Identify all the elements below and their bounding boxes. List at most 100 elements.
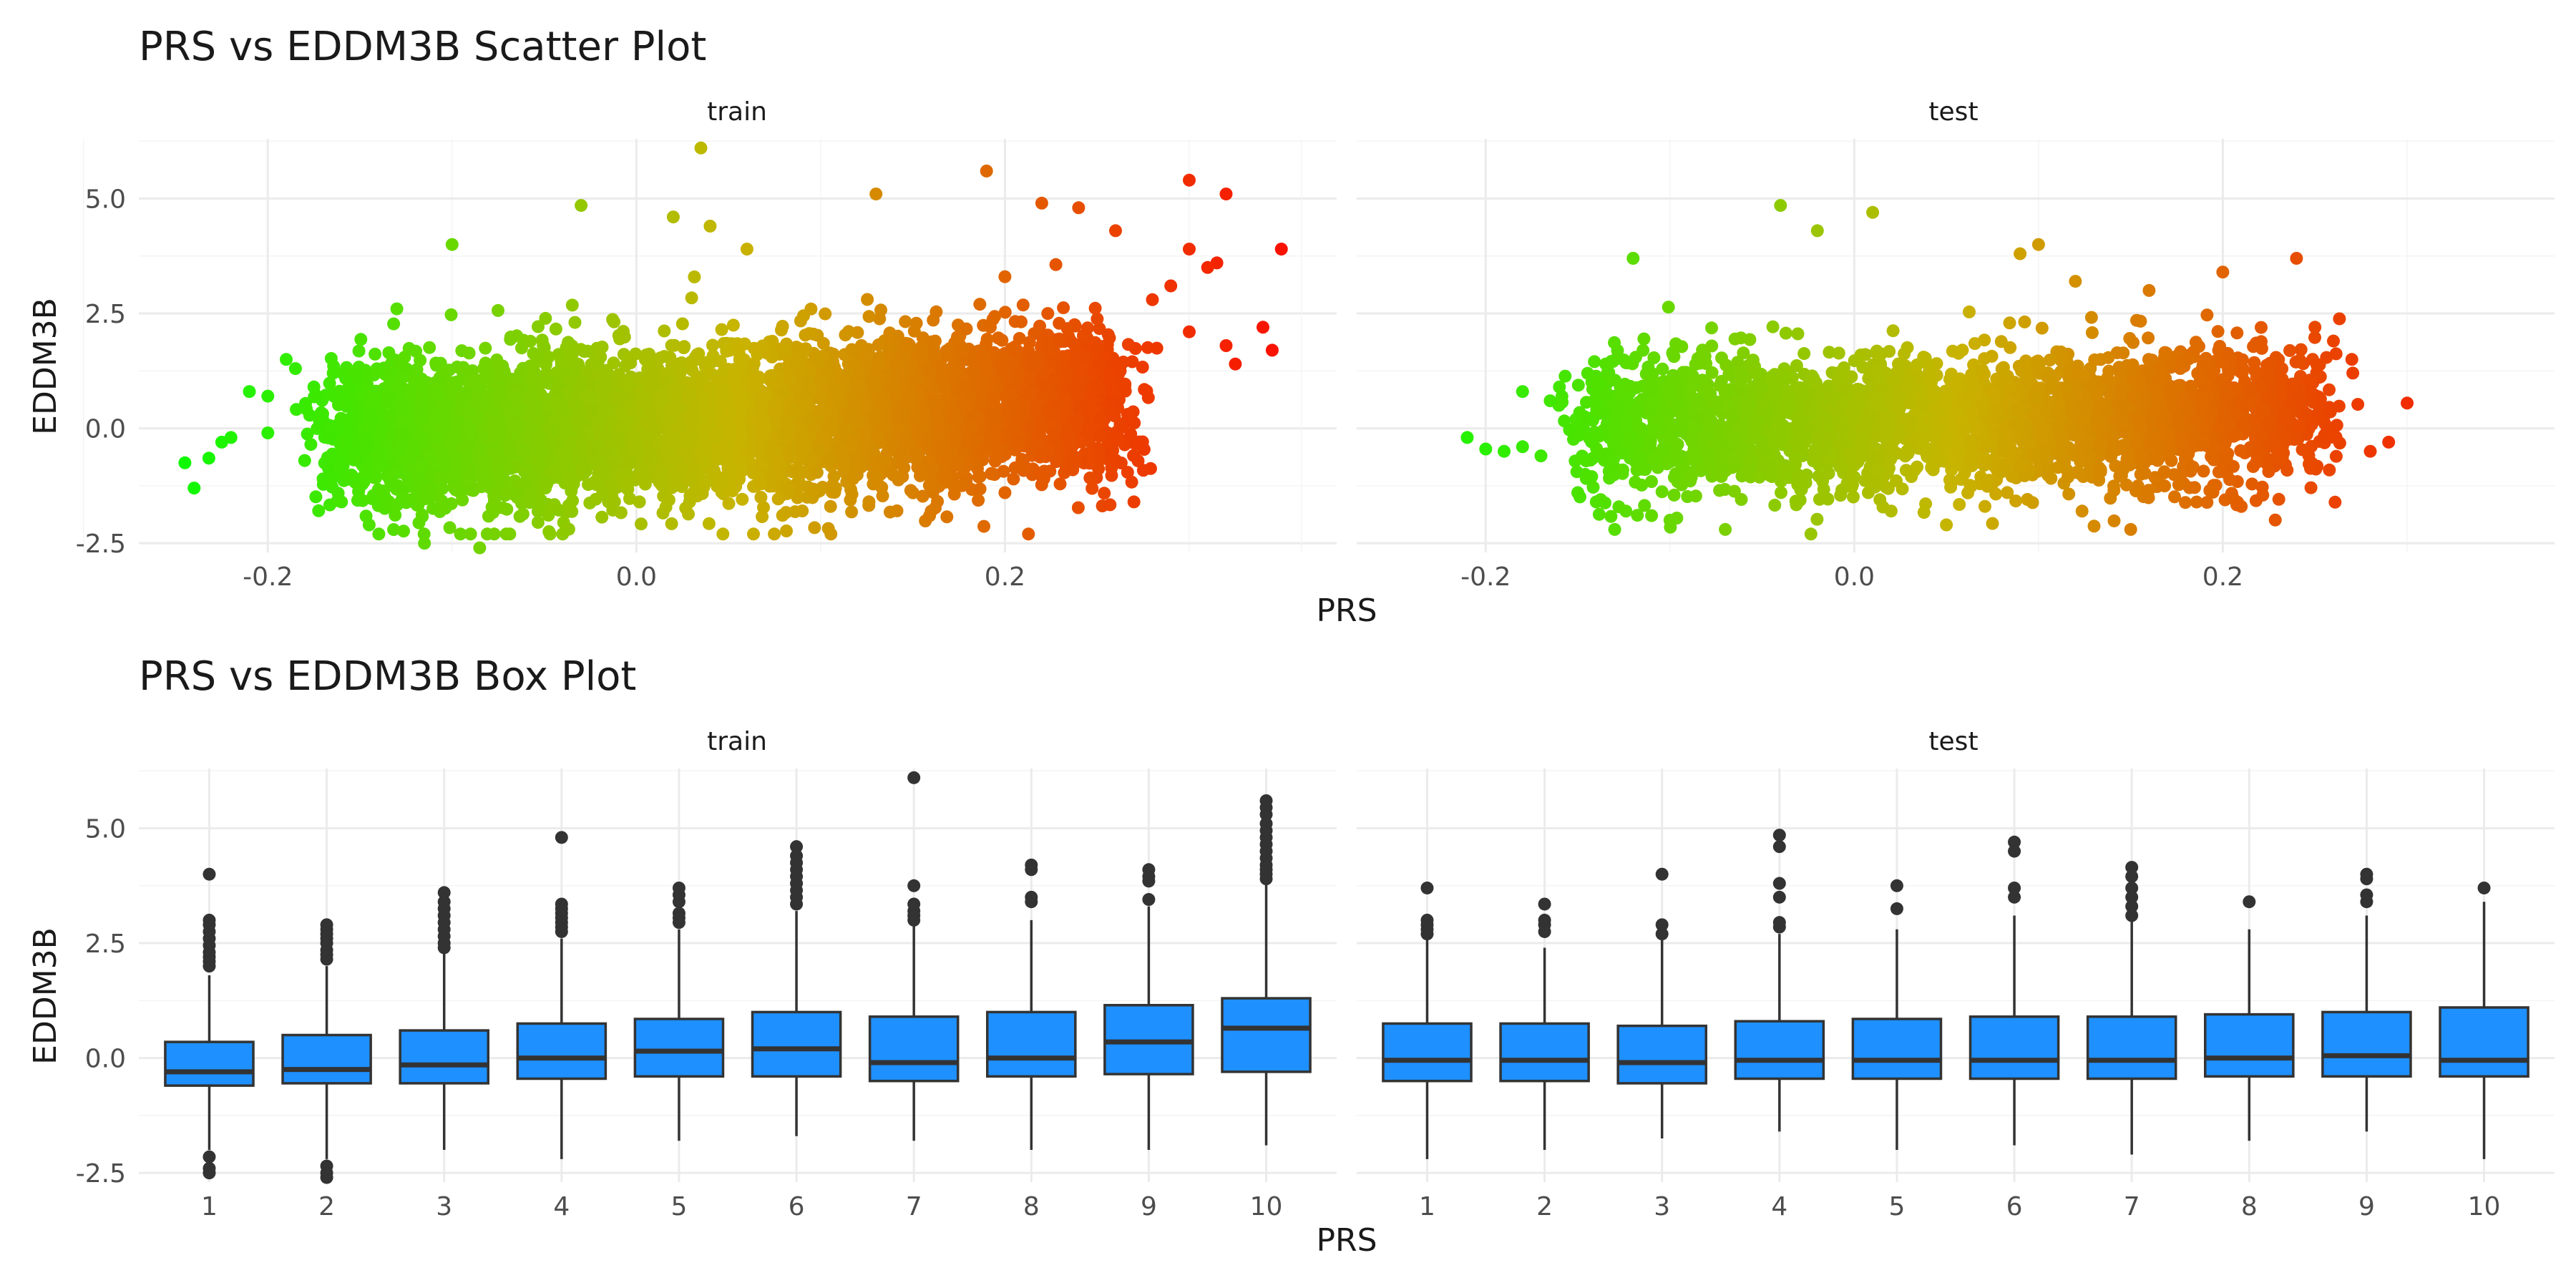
scatter-point [937,421,951,435]
scatter-point [1069,414,1083,428]
scatter-point [561,424,575,437]
scatter-point [1103,498,1117,512]
scatter-point [448,464,462,478]
scatter-point [726,484,739,498]
scatter-point [326,366,340,380]
scatter-point [923,365,937,379]
scatter-point [808,521,821,535]
scatter-point [1085,482,1099,495]
scatter-point [1007,472,1020,486]
scatter-point [972,494,985,507]
scatter-point [883,505,897,519]
scatter-point [562,499,575,512]
scatter-point [689,373,703,386]
scatter-point [951,458,965,472]
scatter-point [1067,337,1080,351]
scatter-point [560,386,574,399]
scatter-point [810,466,824,479]
scatter-point [444,308,458,321]
scatter-point [1036,391,1050,404]
scatter-point [726,318,740,332]
scatter-point [869,467,882,481]
scatter-point [459,440,473,454]
scatter-points-train [178,141,1288,555]
scatter-point [904,484,917,497]
scatter-point [824,527,838,541]
scatter-point [867,410,880,424]
scatter-point [304,438,318,452]
scatter-point [1022,527,1035,541]
scatter-point [412,516,426,530]
scatter-point [823,452,836,466]
scatter-point [1041,307,1055,321]
scatter-point [940,454,952,468]
scatter-point [527,376,540,389]
scatter-point [940,472,953,486]
scatter-point [499,527,513,541]
scatter-point [791,464,804,478]
scatter-point [633,495,646,509]
scatter-point [416,390,430,404]
scatter-point [949,433,962,447]
scatter-point [645,363,659,376]
scatter-point [354,333,368,346]
scatter-point [1002,388,1015,401]
scatter-point [464,483,477,497]
scatter-point [462,346,476,360]
scatter-point [635,517,648,531]
scatter-point [1137,443,1151,457]
scatter-point [930,305,943,318]
scatter-point [303,409,316,422]
scatter-point [467,375,480,389]
scatter-point [986,409,1000,421]
scatter-point [387,317,401,331]
scatter-point [771,492,785,506]
scatter-point [1037,472,1050,485]
scatter-point [1081,321,1094,335]
scatter-point [852,379,865,393]
scatter-point [1049,258,1063,271]
scatter-point [1126,355,1139,369]
scatter-point [876,489,889,502]
scatter-point [1150,341,1163,355]
scatter-point [907,324,921,338]
scatter-point [423,341,436,354]
scatter-point [624,455,638,469]
scatter-point [905,360,919,374]
scatter-point [816,431,829,444]
scatter-point [381,389,395,402]
scatter-point [618,331,631,343]
scatter-point [940,510,954,524]
scatter-point [479,341,492,355]
scatter-point [1057,351,1070,364]
scatter-point [937,381,951,395]
scatter-point [899,315,912,328]
scatter-point [1012,433,1025,447]
scatter-panel-train [82,139,1337,555]
scatter-point [687,486,701,499]
scatter-point [369,366,382,379]
scatter-point [734,430,748,444]
scatter-point [706,338,719,352]
scatter-point [539,475,552,489]
scatter-point [797,309,810,323]
scatter-point [543,527,557,541]
scatter-point [606,313,620,326]
scatter-point [429,433,441,447]
scatter-point [523,496,536,509]
scatter-point [824,499,837,513]
scatter-point [585,444,598,458]
scatter-point [980,333,994,346]
scatter-point [386,367,399,381]
scatter-point [987,393,1001,406]
scatter-point [754,491,768,504]
scatter-point [595,510,609,524]
scatter-point [447,427,461,441]
scatter-point [681,391,695,405]
scatter-point [577,345,591,358]
scatter-point [675,317,689,331]
scatter-point [614,506,628,519]
scatter-point [464,466,478,479]
scatter-point [973,482,987,496]
